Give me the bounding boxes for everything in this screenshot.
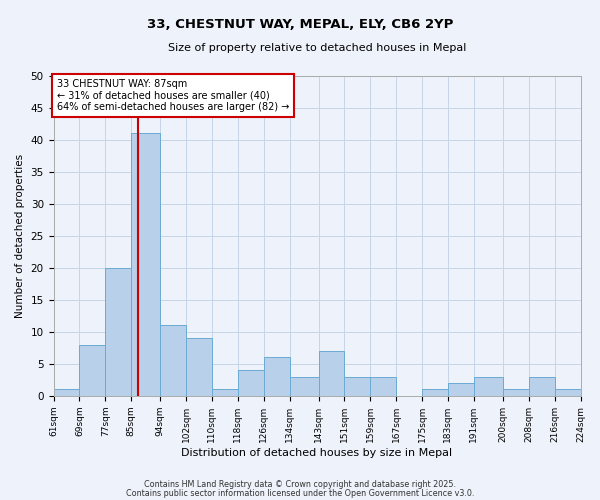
Bar: [474, 376, 503, 396]
Y-axis label: Number of detached properties: Number of detached properties: [15, 154, 25, 318]
Bar: [448, 383, 474, 396]
Bar: [131, 133, 160, 396]
Bar: [53, 390, 79, 396]
Text: 33, CHESTNUT WAY, MEPAL, ELY, CB6 2YP: 33, CHESTNUT WAY, MEPAL, ELY, CB6 2YP: [147, 18, 453, 30]
Bar: [319, 351, 344, 396]
Bar: [370, 376, 396, 396]
Bar: [503, 390, 529, 396]
X-axis label: Distribution of detached houses by size in Mepal: Distribution of detached houses by size …: [181, 448, 452, 458]
Bar: [263, 358, 290, 396]
Bar: [79, 344, 105, 396]
Bar: [186, 338, 212, 396]
Text: Contains public sector information licensed under the Open Government Licence v3: Contains public sector information licen…: [126, 488, 474, 498]
Bar: [344, 376, 370, 396]
Bar: [212, 390, 238, 396]
Bar: [529, 376, 554, 396]
Bar: [554, 390, 581, 396]
Bar: [422, 390, 448, 396]
Bar: [160, 326, 186, 396]
Text: 33 CHESTNUT WAY: 87sqm
← 31% of detached houses are smaller (40)
64% of semi-det: 33 CHESTNUT WAY: 87sqm ← 31% of detached…: [57, 78, 289, 112]
Text: Contains HM Land Registry data © Crown copyright and database right 2025.: Contains HM Land Registry data © Crown c…: [144, 480, 456, 489]
Bar: [105, 268, 131, 396]
Bar: [290, 376, 319, 396]
Bar: [238, 370, 263, 396]
Title: Size of property relative to detached houses in Mepal: Size of property relative to detached ho…: [168, 42, 466, 52]
